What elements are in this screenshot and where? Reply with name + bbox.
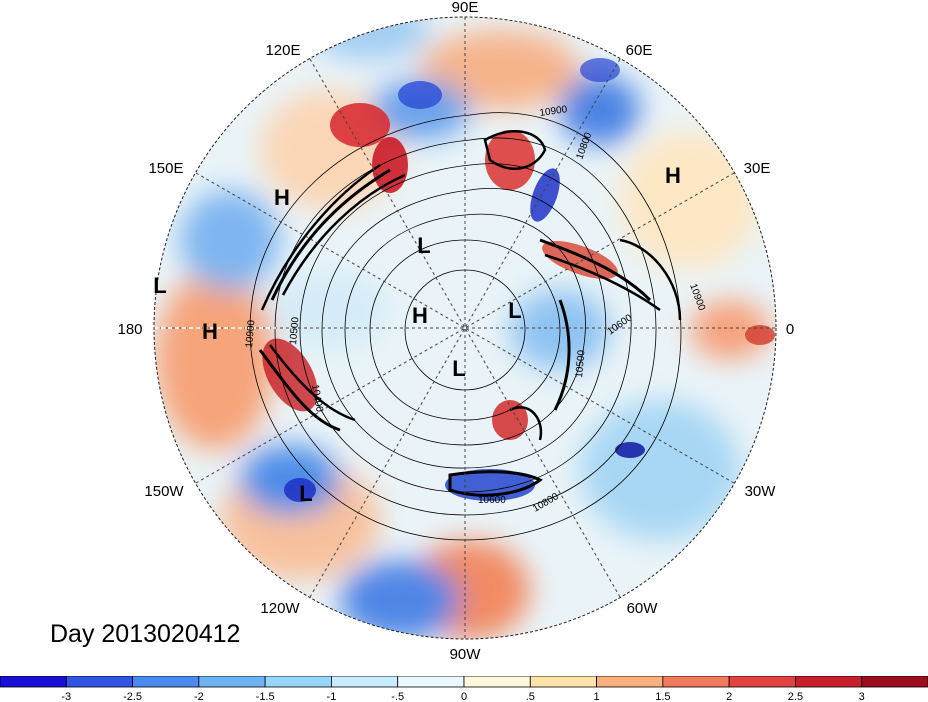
lon-label-0: 0 — [786, 321, 794, 338]
high-center: H — [665, 163, 681, 188]
contour-label: 10600 — [478, 495, 506, 506]
low-center: L — [508, 298, 521, 323]
lon-label-150e: 150E — [148, 160, 183, 177]
high-center: H — [202, 319, 218, 344]
colorbar-cell — [596, 676, 664, 688]
colorbar-tick-label: 2 — [726, 691, 732, 702]
low-center: L — [299, 481, 312, 506]
colorbar-tick-label: 1 — [594, 691, 600, 702]
colorbar-cell — [331, 676, 399, 688]
lon-label-30w: 30W — [745, 483, 777, 500]
low-center: L — [452, 356, 465, 381]
colorbar-cell — [728, 676, 796, 688]
high-center: H — [274, 185, 290, 210]
contour-label: 10400 — [309, 384, 325, 414]
colorbar-tick-label: -3 — [61, 691, 71, 702]
colorbar-tick-label: -1 — [327, 691, 337, 702]
colorbar-tick-label: .5 — [526, 691, 535, 702]
contour-label: 10500 — [288, 316, 301, 345]
colorbar-tick-label: 2.5 — [788, 691, 803, 702]
colorbar: -3 -2.5 -2 -1.5 -1 -.5 0 .5 1 1.5 2 2.5 3 — [0, 676, 928, 702]
lon-label-60w: 60W — [627, 600, 659, 617]
pressure-centers: H H H H L L L L L — [153, 163, 681, 506]
lon-label-120e: 120E — [265, 42, 300, 59]
colorbar-cell — [65, 676, 133, 688]
colorbar-tick-label: 3 — [859, 691, 865, 702]
lon-label-30e: 30E — [744, 160, 771, 177]
lon-label-90e: 90E — [452, 0, 479, 16]
colorbar-cell — [132, 676, 200, 688]
high-center: H — [412, 303, 428, 328]
colorbar-cells — [0, 676, 928, 688]
lon-label-150w: 150W — [144, 483, 184, 500]
colorbar-tick-label: -2.5 — [123, 691, 142, 702]
graticule — [154, 17, 776, 639]
colorbar-cell — [264, 676, 332, 688]
colorbar-cell — [0, 676, 67, 688]
day-label: Day 2013020412 — [50, 620, 241, 648]
contour-label: 10500 — [574, 349, 587, 378]
colorbar-tick-label: 0 — [461, 691, 467, 702]
colorbar-cell — [861, 676, 928, 688]
lon-label-60e: 60E — [626, 42, 653, 59]
lon-label-90w: 90W — [450, 646, 482, 663]
colorbar-cell — [198, 676, 266, 688]
colorbar-cell — [662, 676, 730, 688]
low-center: L — [417, 233, 430, 258]
colorbar-cell — [529, 676, 597, 688]
lon-label-180: 180 — [117, 321, 142, 338]
colorbar-cell — [795, 676, 863, 688]
longitude-labels: 90E 60E 30E 0 30W 60W 90W 120W 150W 180 … — [117, 0, 794, 663]
contour-label: 10900 — [244, 319, 257, 348]
map-boundary — [153, 16, 777, 640]
colorbar-tick-label: 1.5 — [655, 691, 670, 702]
colorbar-cell — [397, 676, 465, 688]
low-center: L — [153, 273, 166, 298]
colorbar-tick-label: -2 — [194, 691, 204, 702]
colorbar-tick-label: -.5 — [391, 691, 404, 702]
contour-label: 10900 — [539, 104, 569, 119]
colorbar-tick-label: -1.5 — [256, 691, 275, 702]
colorbar-ticks: -3 -2.5 -2 -1.5 -1 -.5 0 .5 1 1.5 2 2.5 3 — [61, 691, 864, 702]
lon-label-120w: 120W — [260, 600, 300, 617]
colorbar-cell — [463, 676, 531, 688]
